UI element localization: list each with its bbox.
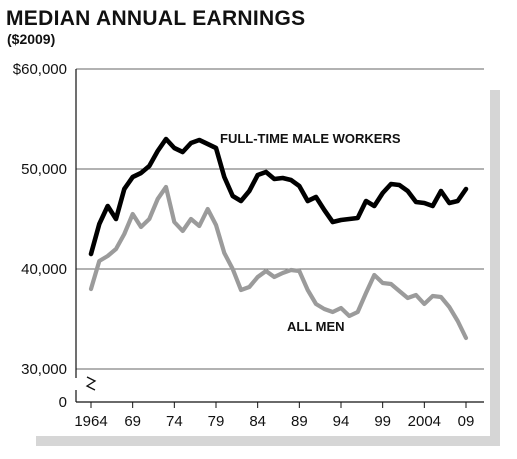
x-tick-label: 2004 bbox=[408, 413, 441, 430]
series-line-all-men bbox=[88, 184, 469, 341]
chart-subtitle: ($2009) bbox=[7, 31, 55, 47]
x-tick-label: 1964 bbox=[74, 413, 107, 430]
series-lines bbox=[88, 136, 469, 341]
x-tick-label: 99 bbox=[374, 413, 391, 430]
y-tick-label: 40,000 bbox=[21, 261, 67, 278]
series-line-full-time-male-workers bbox=[88, 136, 469, 257]
axis-break-icon bbox=[85, 376, 97, 391]
y-tick-label: 50,000 bbox=[21, 161, 67, 178]
x-tick-label: 79 bbox=[208, 413, 225, 430]
series-label-all-men: ALL MEN bbox=[287, 319, 345, 334]
y-tick-label: 30,000 bbox=[21, 361, 67, 378]
x-tick-labels: 1964 69 74 79 84 89 94 99 2004 09 bbox=[74, 413, 474, 430]
chart-title: MEDIAN ANNUAL EARNINGS bbox=[6, 7, 305, 30]
x-tick-label: 89 bbox=[291, 413, 308, 430]
x-tick-label: 84 bbox=[249, 413, 266, 430]
x-tick-label: 09 bbox=[458, 413, 475, 430]
gridlines bbox=[76, 68, 484, 370]
y-tick-labels: $60,000 50,000 40,000 30,000 0 bbox=[13, 61, 67, 411]
y-tick-label: 0 bbox=[59, 394, 67, 411]
series-label-full-time-male-workers: FULL-TIME MALE WORKERS bbox=[220, 131, 401, 146]
y-tick-label: $60,000 bbox=[13, 61, 67, 78]
axes bbox=[75, 69, 484, 408]
x-tick-label: 69 bbox=[124, 413, 141, 430]
x-tick-label: 74 bbox=[166, 413, 183, 430]
chart-panel bbox=[36, 74, 490, 436]
x-tick-label: 94 bbox=[333, 413, 350, 430]
